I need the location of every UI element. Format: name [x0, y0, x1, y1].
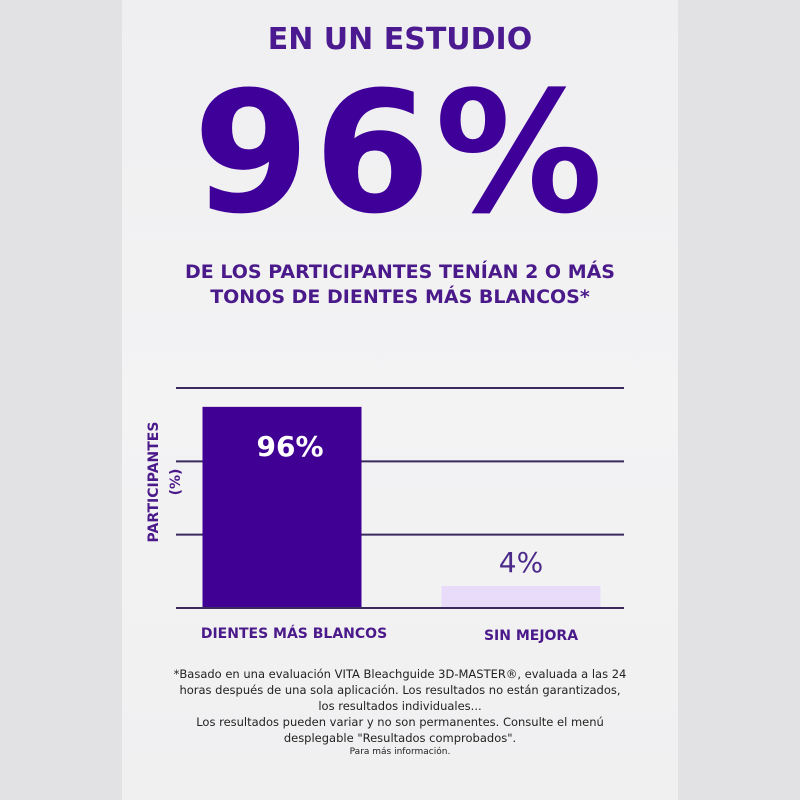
data-label: 4% [499, 546, 543, 579]
footnote-line: desplegable "Resultados comprobados". [283, 731, 517, 745]
footnote: *Basado en una evaluación VITA Bleachgui… [160, 666, 640, 758]
page-title: EN UN ESTUDIO [267, 22, 533, 57]
y-axis-label: PARTICIPANTES [146, 422, 162, 543]
data-label: 96% [256, 430, 323, 463]
category-label: SIN MEJORA [484, 628, 578, 644]
background-panel [122, 0, 678, 800]
subtitle: DE LOS PARTICIPANTES TENÍAN 2 O MÁS TONO… [0, 260, 800, 310]
subtitle-line: DE LOS PARTICIPANTES TENÍAN 2 O MÁS [184, 261, 615, 283]
subtitle-line: TONOS DE DIENTES MÁS BLANCOS* [210, 286, 590, 308]
footnote-line: Para más información. [349, 747, 451, 757]
footnote-line: horas después de una sola aplicación. Lo… [179, 683, 621, 697]
category-label: DIENTES MÁS BLANCOS [201, 625, 387, 642]
footnote-line: los resultados individuales... [318, 699, 482, 713]
bar [441, 586, 601, 607]
big-stat: 96% [192, 55, 608, 251]
footnote-line: Los resultados pueden variar y no son pe… [196, 715, 604, 729]
y-axis-label-unit: (%) [168, 469, 184, 496]
bar [202, 406, 362, 607]
footnote-line: *Basado en una evaluación VITA Bleachgui… [173, 667, 627, 681]
